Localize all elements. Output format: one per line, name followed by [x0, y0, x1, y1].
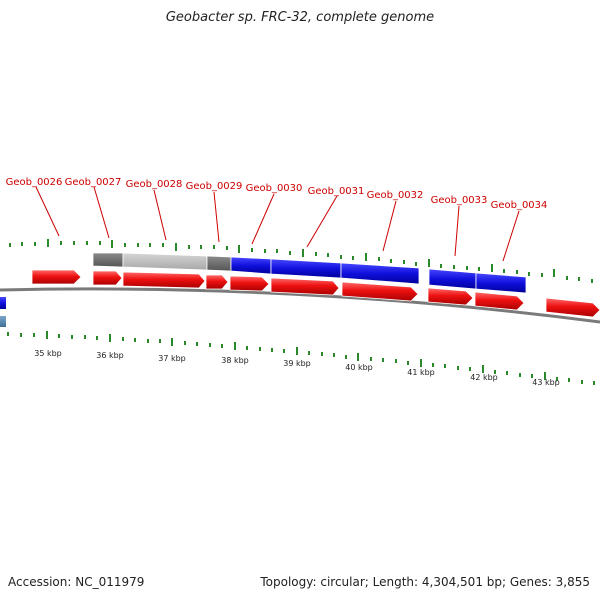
kbp-label: 35 kbp	[34, 349, 62, 358]
edge-feature-blue[interactable]	[0, 297, 6, 309]
genome-backbone	[0, 287, 600, 324]
kbp-label: 36 kbp	[96, 351, 124, 360]
feature-blue-3[interactable]	[340, 262, 420, 285]
gene-labels: Geob_0026 Geob_0027 Geob_0028 Geob_0029 …	[6, 177, 548, 211]
gene-label[interactable]: Geob_0033	[431, 195, 488, 206]
feature-blue-2[interactable]	[270, 258, 342, 279]
feature-blue-1[interactable]	[230, 256, 272, 275]
feature-blue-4[interactable]	[428, 268, 477, 290]
kbp-label: 40 kbp	[345, 363, 373, 372]
gene-arrow-5[interactable]	[229, 275, 270, 292]
gene-label[interactable]: Geob_0030	[246, 183, 303, 194]
scale-labels: 35 kbp 36 kbp 37 kbp 38 kbp 39 kbp 40 kb…	[34, 349, 560, 387]
feature-gray-light[interactable]	[122, 252, 208, 271]
feature-blue-5[interactable]	[475, 272, 527, 294]
gene-arrow-1[interactable]	[31, 269, 82, 285]
feature-row-upper	[92, 252, 527, 294]
kbp-label: 38 kbp	[221, 356, 249, 365]
gene-arrow-3[interactable]	[122, 271, 206, 289]
genome-summary-text: Topology: circular; Length: 4,304,501 bp…	[260, 575, 590, 589]
lower-tick-row	[7, 331, 595, 385]
kbp-label: 41 kbp	[407, 368, 435, 377]
gene-arrow-6[interactable]	[270, 277, 340, 296]
gene-arrow-8[interactable]	[427, 287, 474, 306]
upper-tick-row	[9, 239, 593, 283]
gene-arrow-4[interactable]	[205, 274, 229, 290]
gene-label[interactable]: Geob_0028	[126, 179, 183, 190]
gene-row	[31, 269, 600, 318]
gene-label[interactable]: Geob_0027	[65, 177, 122, 188]
gene-arrow-2[interactable]	[92, 270, 123, 286]
gene-label[interactable]: Geob_0026	[6, 177, 63, 188]
gene-arrow-7[interactable]	[341, 281, 419, 302]
gene-label[interactable]: Geob_0031	[308, 186, 365, 197]
gene-arrow-10[interactable]	[545, 297, 600, 318]
gene-callouts	[35, 186, 520, 262]
gene-label[interactable]: Geob_0034	[491, 200, 548, 211]
map-title: Geobacter sp. FRC-32, complete genome	[165, 10, 435, 25]
feature-gray-dark-2[interactable]	[206, 255, 232, 272]
kbp-label: 37 kbp	[158, 354, 186, 363]
kbp-label: 43 kbp	[532, 378, 560, 387]
kbp-label: 42 kbp	[470, 373, 498, 382]
gene-label[interactable]: Geob_0029	[186, 181, 243, 192]
edge-feature-steel[interactable]	[0, 316, 6, 327]
gene-arrow-9[interactable]	[474, 291, 525, 311]
kbp-label: 39 kbp	[283, 359, 311, 368]
feature-gray-dark-1[interactable]	[92, 252, 124, 268]
accession-text: Accession: NC_011979	[8, 575, 145, 589]
gene-label[interactable]: Geob_0032	[367, 190, 424, 201]
